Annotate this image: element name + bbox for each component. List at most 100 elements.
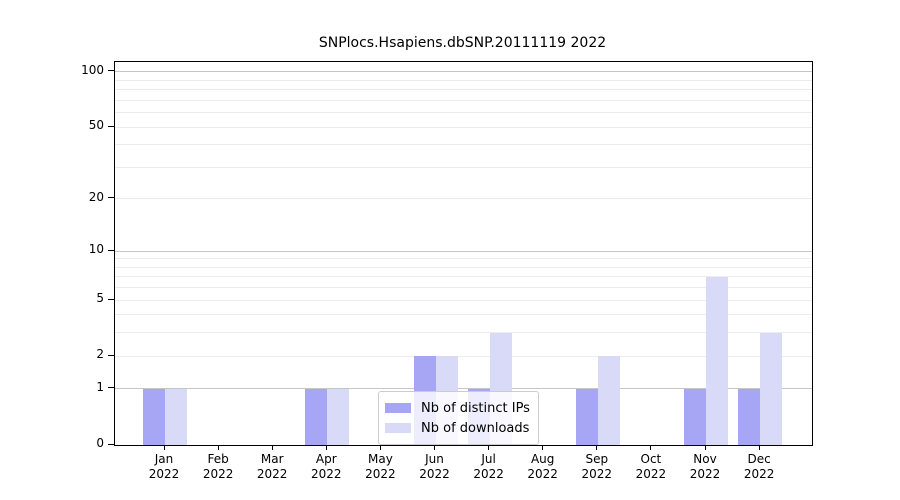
- x-axis-tick-label: Oct 2022: [619, 452, 683, 482]
- y-axis-tick-mark: [108, 387, 114, 389]
- x-axis-tick-label: Apr 2022: [294, 452, 358, 482]
- x-axis-tick-mark: [217, 445, 219, 450]
- x-axis-tick-mark: [271, 445, 273, 450]
- x-axis-year-label: 2022: [311, 467, 342, 481]
- x-axis-month-label: Aug: [530, 452, 555, 466]
- x-axis-month-label: Jan: [154, 452, 174, 466]
- bar-distinct-ips: [684, 388, 706, 445]
- x-axis-month-label: Feb: [207, 452, 229, 466]
- x-axis-year-label: 2022: [148, 467, 180, 481]
- gridline-minor: [115, 258, 812, 260]
- gridline-major: [115, 388, 812, 390]
- gridline-major: [115, 71, 812, 73]
- x-axis-year-label: 2022: [581, 467, 613, 481]
- x-axis-tick-mark: [758, 445, 760, 450]
- gridline-minor: [115, 198, 812, 200]
- gridline-minor: [115, 89, 812, 91]
- gridline-minor: [115, 276, 812, 278]
- x-axis-month-label: Nov: [693, 452, 717, 466]
- y-axis-tick-label: 10: [88, 242, 104, 257]
- x-axis-month-label: Oct: [640, 452, 662, 466]
- gridline-minor: [115, 314, 812, 316]
- x-axis-tick-label: Jul 2022: [457, 452, 521, 482]
- x-axis-month-label: Apr: [315, 452, 337, 466]
- x-axis-tick-mark: [596, 445, 598, 450]
- x-axis-tick-mark: [325, 445, 327, 450]
- legend-label: Nb of downloads: [421, 420, 530, 436]
- x-axis-tick-mark: [379, 445, 381, 450]
- x-axis-tick-label: Jan 2022: [132, 452, 196, 482]
- bar-distinct-ips: [738, 388, 761, 445]
- gridline-minor: [115, 287, 812, 289]
- x-axis-month-label: Jun: [425, 452, 444, 466]
- gridline-minor: [115, 126, 812, 128]
- chart-title: SNPlocs.Hsapiens.dbSNP.20111119 2022: [318, 35, 607, 51]
- gridline-minor: [115, 299, 812, 301]
- gridline-minor: [115, 144, 812, 146]
- x-axis-year-label: 2022: [202, 467, 234, 481]
- x-axis-tick-mark: [542, 445, 544, 450]
- bar-distinct-ips: [575, 388, 598, 445]
- y-axis-tick-label: 5: [96, 291, 104, 306]
- x-axis-tick-mark: [163, 445, 165, 450]
- x-axis-tick-label: Feb 2022: [186, 452, 250, 482]
- gridline-minor: [115, 332, 812, 334]
- gridline-minor: [115, 79, 812, 81]
- x-axis-month-label: Sep: [585, 452, 609, 466]
- x-axis-month-label: Dec: [747, 452, 771, 466]
- x-axis-tick-mark: [488, 445, 490, 450]
- plot-inner: [115, 62, 812, 445]
- x-axis-tick-label: Mar 2022: [240, 452, 304, 482]
- bar-downloads: [760, 332, 783, 445]
- y-axis-tick-label: 20: [88, 189, 104, 204]
- x-axis-year-label: 2022: [473, 467, 504, 481]
- legend-item: Nb of distinct IPs: [385, 398, 530, 418]
- legend-item: Nb of downloads: [385, 418, 530, 438]
- bar-downloads: [165, 388, 187, 445]
- bar-distinct-ips: [143, 388, 165, 445]
- x-axis-tick-mark: [434, 445, 435, 450]
- plot-area: [114, 61, 813, 446]
- legend-swatch-downloads: [385, 423, 411, 433]
- gridline-minor: [115, 166, 812, 168]
- x-axis-tick-label: Dec 2022: [727, 452, 791, 482]
- x-axis-month-label: Mar: [260, 452, 284, 466]
- x-axis-year-label: 2022: [527, 467, 558, 481]
- bar-downloads: [706, 276, 728, 445]
- y-axis-tick-mark: [108, 125, 114, 127]
- x-axis-month-label: Jul: [481, 452, 496, 466]
- y-axis-tick-label: 50: [88, 118, 104, 133]
- x-axis-year-label: 2022: [419, 467, 450, 481]
- gridline-minor: [115, 355, 812, 357]
- gridline-minor: [115, 99, 812, 101]
- x-axis-tick-label: Aug 2022: [511, 452, 575, 482]
- legend-swatch-distinct-ips: [385, 403, 411, 413]
- x-axis-year-label: 2022: [635, 467, 667, 481]
- legend-label: Nb of distinct IPs: [421, 400, 530, 416]
- x-axis-month-label: May: [367, 452, 393, 466]
- x-axis-tick-mark: [704, 445, 706, 450]
- x-axis-tick-label: Jun 2022: [403, 452, 467, 482]
- x-axis-tick-label: May 2022: [348, 452, 412, 482]
- y-axis-tick-mark: [108, 249, 114, 251]
- y-axis-tick-label: 1: [96, 379, 104, 394]
- bar-distinct-ips: [305, 388, 328, 445]
- x-axis-tick-label: Sep 2022: [565, 452, 629, 482]
- y-axis-tick-mark: [108, 354, 114, 356]
- y-axis-tick-mark: [108, 70, 114, 72]
- y-axis-tick-label: 100: [81, 62, 104, 77]
- legend: Nb of distinct IPs Nb of downloads: [378, 391, 539, 445]
- bar-downloads: [327, 388, 350, 445]
- x-axis-tick-label: Nov 2022: [673, 452, 737, 482]
- gridline-major: [115, 250, 812, 252]
- bar-downloads: [597, 356, 620, 445]
- x-axis-year-label: 2022: [689, 467, 721, 481]
- y-axis-tick-label: 0: [96, 436, 104, 450]
- gridline-minor: [115, 266, 812, 268]
- y-axis-tick-mark: [108, 298, 114, 300]
- y-axis-tick-mark: [108, 197, 114, 199]
- x-axis-year-label: 2022: [365, 467, 396, 481]
- x-axis-year-label: 2022: [256, 467, 288, 481]
- gridline-minor: [115, 112, 812, 114]
